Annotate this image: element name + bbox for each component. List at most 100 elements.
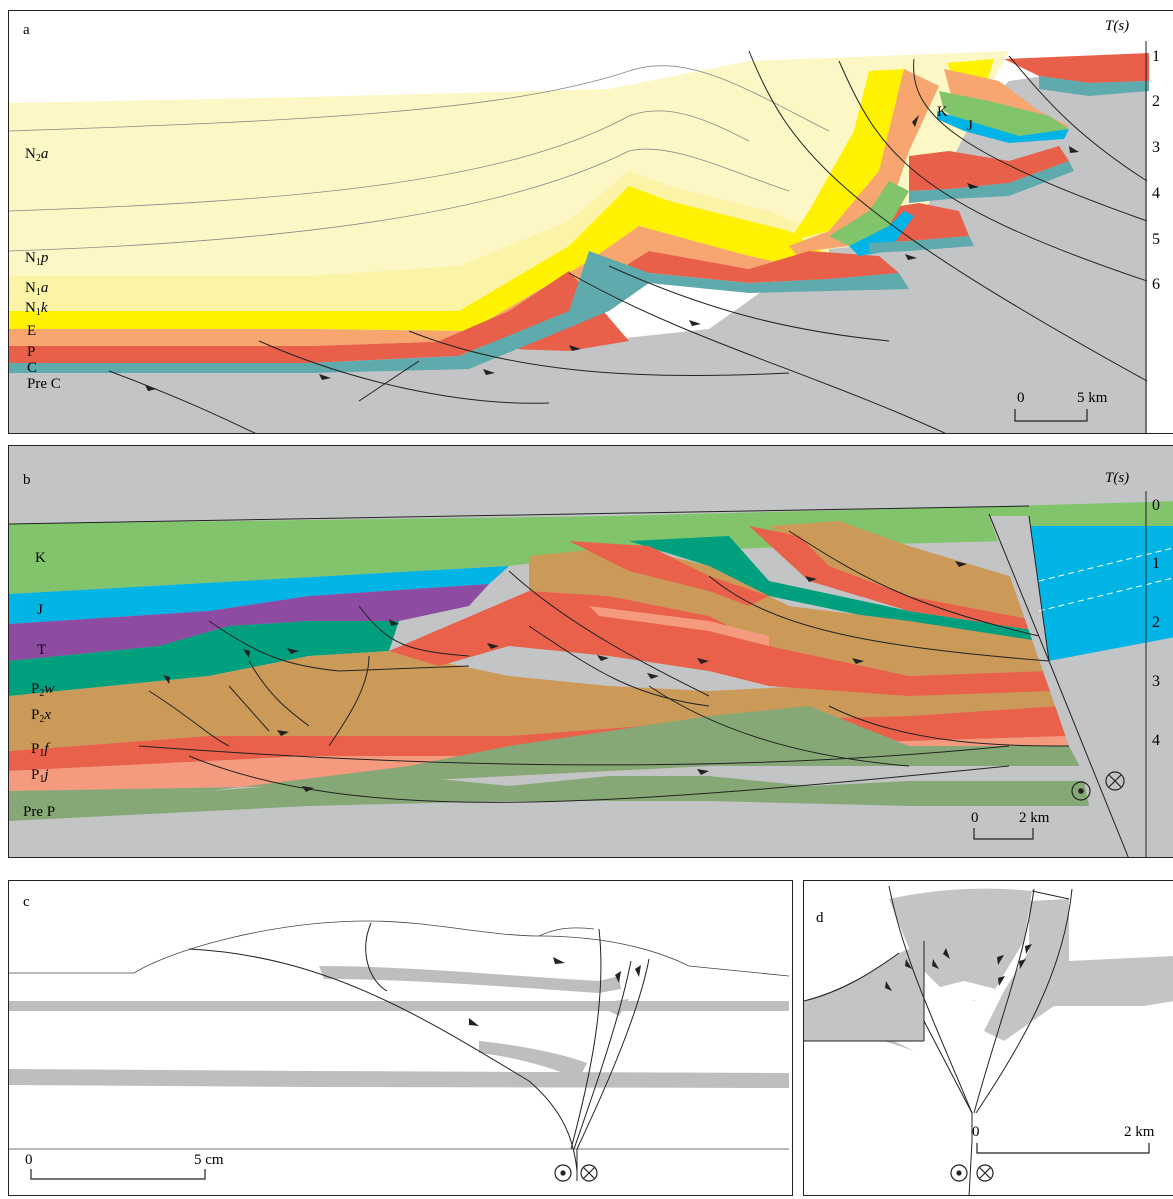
unit-gray-wedge xyxy=(989,516,1173,857)
unit-label: N1k xyxy=(25,300,48,318)
unit-p-right xyxy=(909,146,1069,191)
axis-title: T(s) xyxy=(1105,18,1130,34)
tick-label: 5 xyxy=(1152,231,1160,248)
inset-label: J xyxy=(967,118,973,134)
gray-layer xyxy=(804,943,924,1041)
fault-lines xyxy=(188,922,650,1181)
unit-p2w-right xyxy=(629,536,1039,641)
scale-bar xyxy=(973,828,1034,840)
unit-label: Pre P xyxy=(23,804,56,820)
panel-label: b xyxy=(23,472,31,488)
panel-label: a xyxy=(23,22,30,38)
unit-label: P2x xyxy=(31,707,52,725)
slip-arrows xyxy=(885,944,1032,991)
unit-p2w xyxy=(9,621,399,696)
scale-end: 2 km xyxy=(1019,810,1050,826)
unit-p1f-red3 xyxy=(569,541,769,606)
panel-c: c 0 5 cm xyxy=(8,880,793,1196)
gray-layer xyxy=(984,899,1173,1041)
panel-b: b T(s) 0 1 2 3 4 K J T P2w P2x P1f P1j P… xyxy=(8,445,1173,858)
tick-label: 1 xyxy=(1152,555,1160,572)
gray-band xyxy=(319,966,621,993)
unit-label: C xyxy=(27,360,38,376)
unit-label: N2a xyxy=(25,146,49,164)
unit-j-right xyxy=(1029,526,1173,661)
unit-label: P1f xyxy=(31,741,49,759)
unit-c xyxy=(9,251,909,373)
strike-slip-symbols xyxy=(554,1164,598,1182)
gray-band xyxy=(9,1001,789,1011)
inset-label: K xyxy=(937,104,948,120)
unit-label: T xyxy=(37,642,47,658)
unit-n1k xyxy=(9,186,829,331)
unit-j-b xyxy=(849,211,914,256)
scale-end: 2 km xyxy=(1124,1124,1155,1140)
fault-lines xyxy=(804,885,1073,1195)
scale-end: 5 cm xyxy=(194,1152,224,1168)
outline-lines xyxy=(9,920,790,1150)
panel-b-section xyxy=(9,446,1173,857)
fault-lines xyxy=(9,505,1129,857)
unit-p1f-red2 xyxy=(389,591,1054,696)
unit-p2x-upper2 xyxy=(769,521,1039,621)
panel-label: d xyxy=(816,910,824,926)
scale-end: 5 km xyxy=(1077,390,1108,406)
unit-c-right xyxy=(909,161,1074,203)
panel-label: c xyxy=(23,894,30,910)
scale-zero: 0 xyxy=(971,810,979,826)
unit-t xyxy=(9,584,489,661)
strike-slip-symbols xyxy=(950,1164,994,1182)
unit-label: P1j xyxy=(31,767,49,785)
unit-label: P2w xyxy=(31,681,55,699)
axis-title: T(s) xyxy=(1105,470,1130,486)
unit-p1j xyxy=(9,706,1084,801)
white-gap xyxy=(924,981,1004,1011)
tick-label: 1 xyxy=(1152,48,1160,65)
unit-pre-c xyxy=(9,61,1147,433)
tick-label: 2 xyxy=(1152,93,1160,110)
unit-j-a xyxy=(937,111,1069,143)
unit-p xyxy=(9,251,899,363)
unit-j xyxy=(9,566,509,624)
tick-label: 4 xyxy=(1152,185,1160,202)
panel-a-section xyxy=(9,41,1149,433)
panel-d-section xyxy=(804,885,1173,1195)
unit-label: K xyxy=(35,550,46,566)
unit-p2x xyxy=(9,651,1059,751)
panel-d: d 0 2 km xyxy=(803,880,1173,1196)
unit-label: N1p xyxy=(25,250,49,268)
scale-zero: 0 xyxy=(972,1124,980,1140)
unit-n1k-upper xyxy=(789,69,904,241)
gray-band xyxy=(479,1041,587,1079)
slip-arrows xyxy=(469,957,641,1026)
unit-label: P xyxy=(27,344,36,360)
gray-band xyxy=(609,999,629,1016)
slip-arrows xyxy=(145,115,1079,391)
unit-c-low xyxy=(869,236,974,253)
gray-band xyxy=(9,1069,789,1088)
horizon-lines xyxy=(9,65,830,252)
blue-dashes xyxy=(1038,547,1173,612)
gray-layer xyxy=(804,1041,914,1051)
tick-label: 2 xyxy=(1152,614,1160,631)
tick-label: 4 xyxy=(1152,732,1160,749)
tick-label: 3 xyxy=(1152,139,1160,156)
scale-bar xyxy=(30,1169,206,1180)
unit-label: N1a xyxy=(25,280,49,298)
scale-bar xyxy=(1014,409,1088,422)
unit-label: E xyxy=(27,323,37,339)
gray-layer xyxy=(889,888,1032,1001)
panel-c-section xyxy=(9,920,790,1182)
unit-label: J xyxy=(37,602,43,618)
scale-zero: 0 xyxy=(25,1152,33,1168)
unit-c-top xyxy=(1039,76,1149,96)
unit-p1f-pink2 xyxy=(589,606,769,646)
unit-k-b xyxy=(829,181,909,246)
unit-label: Pre C xyxy=(27,376,61,392)
unit-p1j-lower xyxy=(9,776,1089,821)
unit-p-top xyxy=(1004,53,1149,83)
scale-zero: 0 xyxy=(1017,390,1025,406)
panel-a: a T(s) 1 2 3 4 5 6 N2a N1p N1a N1k E P C… xyxy=(8,10,1173,434)
tick-label: 6 xyxy=(1152,276,1160,293)
scale-bar xyxy=(976,1143,1150,1154)
